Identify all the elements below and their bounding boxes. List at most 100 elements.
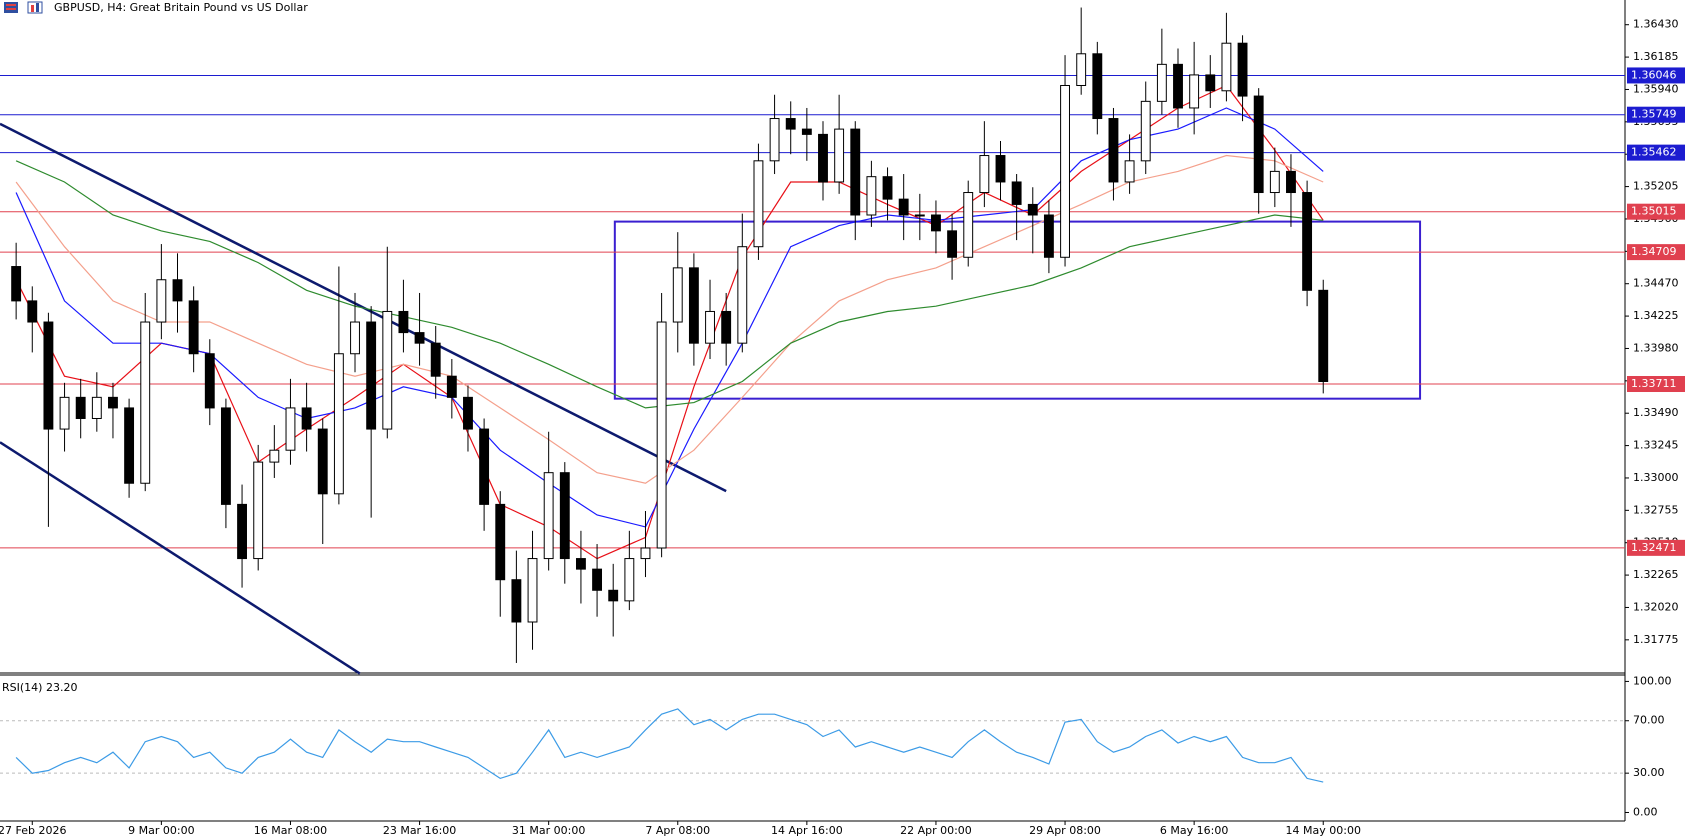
candle-body: [1253, 95, 1264, 194]
y-tick-label: 1.34225: [1633, 309, 1679, 322]
candle-body: [495, 503, 506, 581]
candle-body: [705, 310, 715, 344]
candle-body: [753, 160, 764, 248]
level-badge: [1627, 144, 1685, 161]
candle-body: [624, 558, 635, 602]
candle-body: [59, 396, 70, 430]
candle-body: [91, 396, 102, 419]
candle-body: [882, 176, 893, 200]
candle-body: [1286, 170, 1296, 194]
candle-body: [785, 118, 796, 130]
candle-body: [220, 407, 231, 505]
level-badge-text: 1.35462: [1631, 146, 1677, 159]
candle-body: [575, 558, 586, 570]
y-tick-label: 1.36430: [1633, 18, 1679, 31]
x-tick-label: 31 Mar 00:00: [512, 824, 585, 837]
candle-body: [963, 192, 974, 258]
x-tick-label: 14 May 00:00: [1286, 824, 1361, 837]
candle-body: [737, 246, 748, 344]
candle-body: [640, 547, 651, 560]
candle-body: [608, 589, 619, 602]
candle-body: [688, 267, 699, 344]
candle-body: [1221, 42, 1232, 92]
candle-body: [156, 279, 167, 323]
level-badge: [1627, 244, 1685, 261]
candle-body: [1124, 160, 1135, 183]
y-tick-label: 1.33980: [1633, 341, 1679, 354]
candle-body: [1302, 192, 1313, 291]
rsi-tick-label: 0.00: [1633, 805, 1658, 818]
candle-body: [1076, 53, 1087, 86]
rsi-title: RSI(14) 23.20: [2, 681, 77, 694]
candle-body: [463, 396, 473, 430]
candle-body: [269, 449, 280, 463]
candle-body: [108, 396, 118, 409]
candle-body: [931, 214, 941, 232]
candle-body: [1318, 289, 1329, 382]
candle-body: [398, 310, 409, 334]
candle-body: [543, 472, 554, 560]
candle-body: [511, 579, 522, 623]
y-tick-label: 1.33490: [1633, 406, 1679, 419]
level-badge-text: 1.33711: [1631, 377, 1677, 390]
x-tick-label: 7 Apr 08:00: [645, 824, 710, 837]
candle-body: [1011, 181, 1022, 205]
x-tick-label: 23 Mar 16:00: [383, 824, 456, 837]
x-tick-label: 16 Mar 08:00: [254, 824, 327, 837]
level-badge-text: 1.34709: [1631, 245, 1677, 258]
candle-body: [124, 407, 135, 484]
y-tick-label: 1.32265: [1633, 568, 1679, 581]
level-badge: [1627, 539, 1685, 556]
candle-body: [333, 353, 344, 495]
candle-body: [866, 176, 877, 216]
candle-body: [1205, 74, 1216, 92]
y-tick-label: 1.32020: [1633, 600, 1679, 613]
chart-header: GBPUSD, H4: Great Britain Pound vs US Do…: [54, 1, 308, 14]
trendline: [0, 441, 361, 675]
candle-body: [479, 428, 490, 505]
y-tick-label: 1.34470: [1633, 277, 1679, 290]
rsi-line: [15, 708, 1324, 783]
header-icons: [4, 1, 43, 14]
candle-body: [672, 267, 683, 323]
level-badge-text: 1.36046: [1631, 68, 1677, 81]
candle-body: [1237, 42, 1248, 97]
candle-body: [914, 214, 925, 217]
level-badge: [1627, 106, 1685, 123]
candle-body: [898, 198, 909, 216]
candle-body: [1173, 63, 1183, 109]
moving-average: [15, 84, 1324, 560]
candle-body: [818, 133, 828, 183]
y-tick-label: 1.33245: [1633, 439, 1679, 452]
y-tick-label: 1.31775: [1633, 633, 1679, 646]
candle-body: [769, 118, 780, 162]
candle-body: [237, 503, 247, 560]
level-badge-text: 1.32471: [1631, 541, 1677, 554]
y-tick-label: 1.35205: [1633, 180, 1679, 193]
candle-body: [253, 461, 264, 560]
candle-body: [350, 321, 360, 355]
candle-body: [430, 342, 441, 377]
rsi-tick-label: 30.00: [1633, 766, 1665, 779]
candle-body: [366, 321, 377, 430]
candle-body: [721, 310, 732, 344]
candle-body: [75, 396, 86, 419]
moving-average: [15, 107, 1324, 528]
level-badge: [1627, 67, 1685, 84]
rsi-tick-label: 100.00: [1633, 674, 1672, 687]
x-tick-label: 14 Apr 16:00: [771, 824, 843, 837]
candle-body: [947, 230, 958, 258]
candle-body: [1092, 53, 1103, 120]
y-tick-label: 1.33000: [1633, 471, 1679, 484]
candle-body: [27, 300, 38, 323]
candle-body: [11, 266, 22, 302]
candle-body: [527, 558, 538, 623]
rsi-tick-label: 70.00: [1633, 714, 1665, 727]
x-tick-label: 6 May 16:00: [1160, 824, 1228, 837]
candle-body: [382, 310, 393, 430]
y-tick-label: 1.35940: [1633, 82, 1679, 95]
candle-body: [979, 155, 990, 194]
candle-body: [204, 353, 215, 409]
zone-box: [613, 220, 1422, 400]
